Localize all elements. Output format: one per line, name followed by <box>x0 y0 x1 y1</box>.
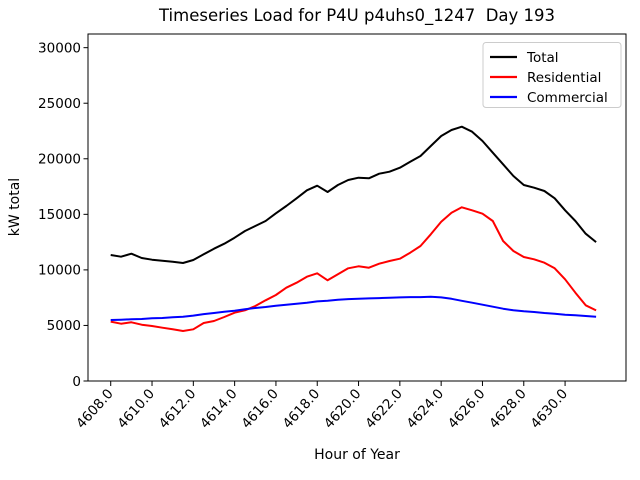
x-tick-label: 4620.0 <box>321 386 365 432</box>
legend-label-total: Total <box>526 50 559 66</box>
legend-label-commercial: Commercial <box>527 90 608 106</box>
x-tick-label: 4610.0 <box>114 386 158 432</box>
y-tick-label: 10000 <box>38 263 81 279</box>
x-tick-label: 4618.0 <box>280 386 324 432</box>
x-tick-label: 4616.0 <box>238 386 282 432</box>
legend-box <box>482 42 622 108</box>
x-tick-label: 4608.0 <box>73 386 117 432</box>
y-tick-label: 25000 <box>38 96 81 112</box>
x-tick-label: 4626.0 <box>445 386 489 432</box>
y-tick-label: 0 <box>72 374 81 390</box>
x-tick-label: 4630.0 <box>528 386 572 432</box>
x-tick-label: 4614.0 <box>197 386 241 432</box>
y-tick-label: 30000 <box>38 40 81 56</box>
x-tick-label: 4622.0 <box>362 386 406 432</box>
series-line-commercial <box>110 295 597 321</box>
y-tick-label: 20000 <box>38 152 81 168</box>
legend-label-residential: Residential <box>527 70 601 86</box>
plot-border <box>87 33 627 382</box>
x-tick-label: 4612.0 <box>156 386 200 432</box>
series-line-total <box>110 125 597 264</box>
x-tick-label: 4628.0 <box>486 386 530 432</box>
series-line-residential <box>110 206 597 332</box>
x-tick-label: 4624.0 <box>404 386 448 432</box>
y-tick-label: 5000 <box>47 318 81 334</box>
x-axis-label: Hour of Year <box>314 447 400 463</box>
y-tick-label: 15000 <box>38 207 81 223</box>
chart-title: Timeseries Load for P4U p4uhs0_1247 Day … <box>158 6 556 25</box>
